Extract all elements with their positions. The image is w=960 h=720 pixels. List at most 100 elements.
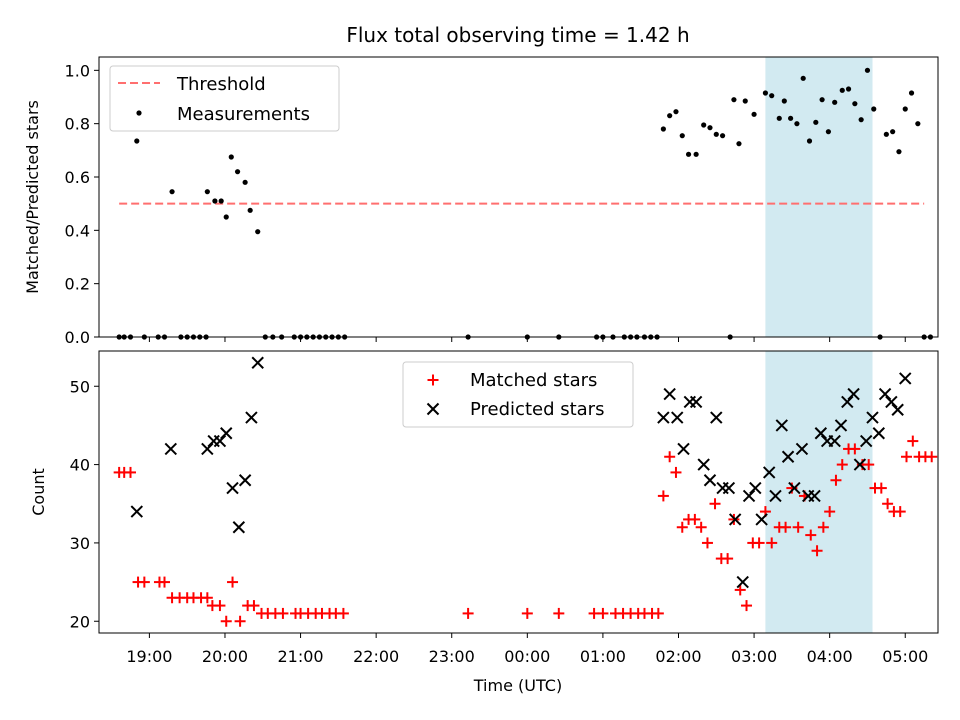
predicted-star-point xyxy=(220,427,233,440)
matched-legend-swatch xyxy=(427,374,439,386)
measurement-point xyxy=(673,109,679,115)
matched-star-point xyxy=(695,521,707,533)
matched-star-point xyxy=(159,576,171,588)
measurement-point xyxy=(852,101,858,107)
measurement-point xyxy=(845,86,852,92)
predicted-swatch-mark xyxy=(426,402,440,416)
measurement-point xyxy=(667,113,673,119)
predicted-star-point xyxy=(878,387,892,401)
ratio-legend: Threshold Measurements xyxy=(109,65,340,132)
predicted-star-point xyxy=(788,481,801,495)
matched-star-point xyxy=(521,607,533,619)
chart-title: Flux total observing time = 1.42 h xyxy=(346,23,689,47)
matched-star-point xyxy=(248,600,260,612)
predicted-star-point xyxy=(245,411,258,424)
measurement-point xyxy=(902,106,908,112)
predicted-star-point xyxy=(885,395,898,409)
matched-star-point xyxy=(882,498,894,510)
measurement-point xyxy=(806,138,813,144)
matched-swatch-mark xyxy=(427,374,439,386)
count-y-ticks: 20 30 40 50 xyxy=(70,377,99,631)
predicted-star-point xyxy=(251,356,264,369)
matched-star-point xyxy=(734,584,746,596)
predicted-star-point xyxy=(781,450,795,463)
measurement-point xyxy=(169,189,175,195)
predicted-star-point xyxy=(130,505,143,518)
matched-star-point xyxy=(124,466,136,478)
matched-star-point xyxy=(753,537,765,549)
measurement-point xyxy=(813,119,819,125)
ratio-y-tick-label: 0.4 xyxy=(65,221,90,240)
measurement-point xyxy=(915,121,921,127)
predicted-legend-swatch xyxy=(426,402,440,416)
predicted-legend-label: Predicted stars xyxy=(470,399,604,420)
matched-star-point xyxy=(689,513,701,525)
measurement-point xyxy=(800,75,806,81)
matched-star-point xyxy=(817,521,829,533)
measurement-point xyxy=(701,122,707,128)
measurement-point xyxy=(819,97,825,103)
count-x-ticks: 19:00 20:00 21:00 22:00 23:00 00:00 01:00 02:00… xyxy=(126,633,928,666)
measurement-point xyxy=(134,138,140,144)
predicted-star-point xyxy=(828,434,841,448)
measurement-point xyxy=(218,198,224,204)
predicted-star-point xyxy=(710,411,723,424)
x-tick-label: 23:00 xyxy=(429,647,475,666)
predicted-star-point xyxy=(866,411,879,424)
measurement-point xyxy=(204,189,210,195)
matched-star-point xyxy=(597,607,609,619)
measurements-legend-label: Measurements xyxy=(177,104,310,125)
measurement-point xyxy=(719,133,726,139)
predicted-star-point xyxy=(814,427,828,440)
measurement-point xyxy=(660,126,666,132)
count-legend-box xyxy=(402,361,634,428)
measurement-point xyxy=(736,141,742,147)
matched-star-point xyxy=(901,451,913,463)
count-panel: 20 30 40 50 19:00 20:00 21:00 22:00 23:00 00:00 0… xyxy=(29,350,939,695)
measurement-point xyxy=(731,97,737,103)
predicted-star-point xyxy=(671,411,684,424)
measurement-point xyxy=(742,98,748,104)
predicted-star-point xyxy=(703,474,717,487)
measurement-point xyxy=(234,169,241,175)
matched-star-point xyxy=(553,607,565,619)
matched-star-point xyxy=(337,607,349,619)
measurement-point xyxy=(228,154,234,160)
measurement-point xyxy=(794,121,800,127)
count-axes-frame xyxy=(98,350,939,634)
matched-star-point xyxy=(875,482,887,494)
predicted-star-point xyxy=(859,434,873,448)
predicted-star-point xyxy=(728,513,742,526)
x-tick-label: 00:00 xyxy=(504,647,550,666)
measurement-point xyxy=(713,131,719,137)
predicted-star-point xyxy=(736,575,749,589)
predicted-star-point xyxy=(762,466,776,479)
predicted-star-point xyxy=(201,442,214,456)
matched-star-point xyxy=(462,607,474,619)
predicted-star-point xyxy=(657,411,670,424)
predicted-star-point xyxy=(213,434,227,448)
predicted-star-point xyxy=(795,442,809,456)
count-legend: Matched stars Predicted stars xyxy=(402,361,634,428)
matched-star-point xyxy=(227,576,239,588)
matched-star-point xyxy=(863,459,875,471)
measurement-point xyxy=(776,115,782,121)
ratio-y-tick-label: 0.8 xyxy=(65,115,90,134)
ratio-y-axis-label: Matched/Predicted stars xyxy=(23,100,42,294)
predicted-star-point xyxy=(742,489,756,503)
predicted-star-point xyxy=(775,419,788,432)
x-tick-label: 22:00 xyxy=(353,647,399,666)
measurement-point xyxy=(685,151,692,157)
matched-legend-label: Matched stars xyxy=(470,370,597,391)
measurement-point xyxy=(858,117,864,123)
threshold-legend-label: Threshold xyxy=(176,74,266,95)
predicted-star-point xyxy=(853,458,867,471)
x-tick-label: 03:00 xyxy=(731,647,777,666)
measurement-point xyxy=(707,125,713,131)
x-tick-label: 04:00 xyxy=(807,647,853,666)
matched-star-point xyxy=(836,459,848,471)
predicted-star-point xyxy=(689,395,703,409)
ratio-y-tick-label: 0.6 xyxy=(65,168,90,187)
measurement-point xyxy=(679,133,685,139)
measurement-point xyxy=(247,207,253,213)
